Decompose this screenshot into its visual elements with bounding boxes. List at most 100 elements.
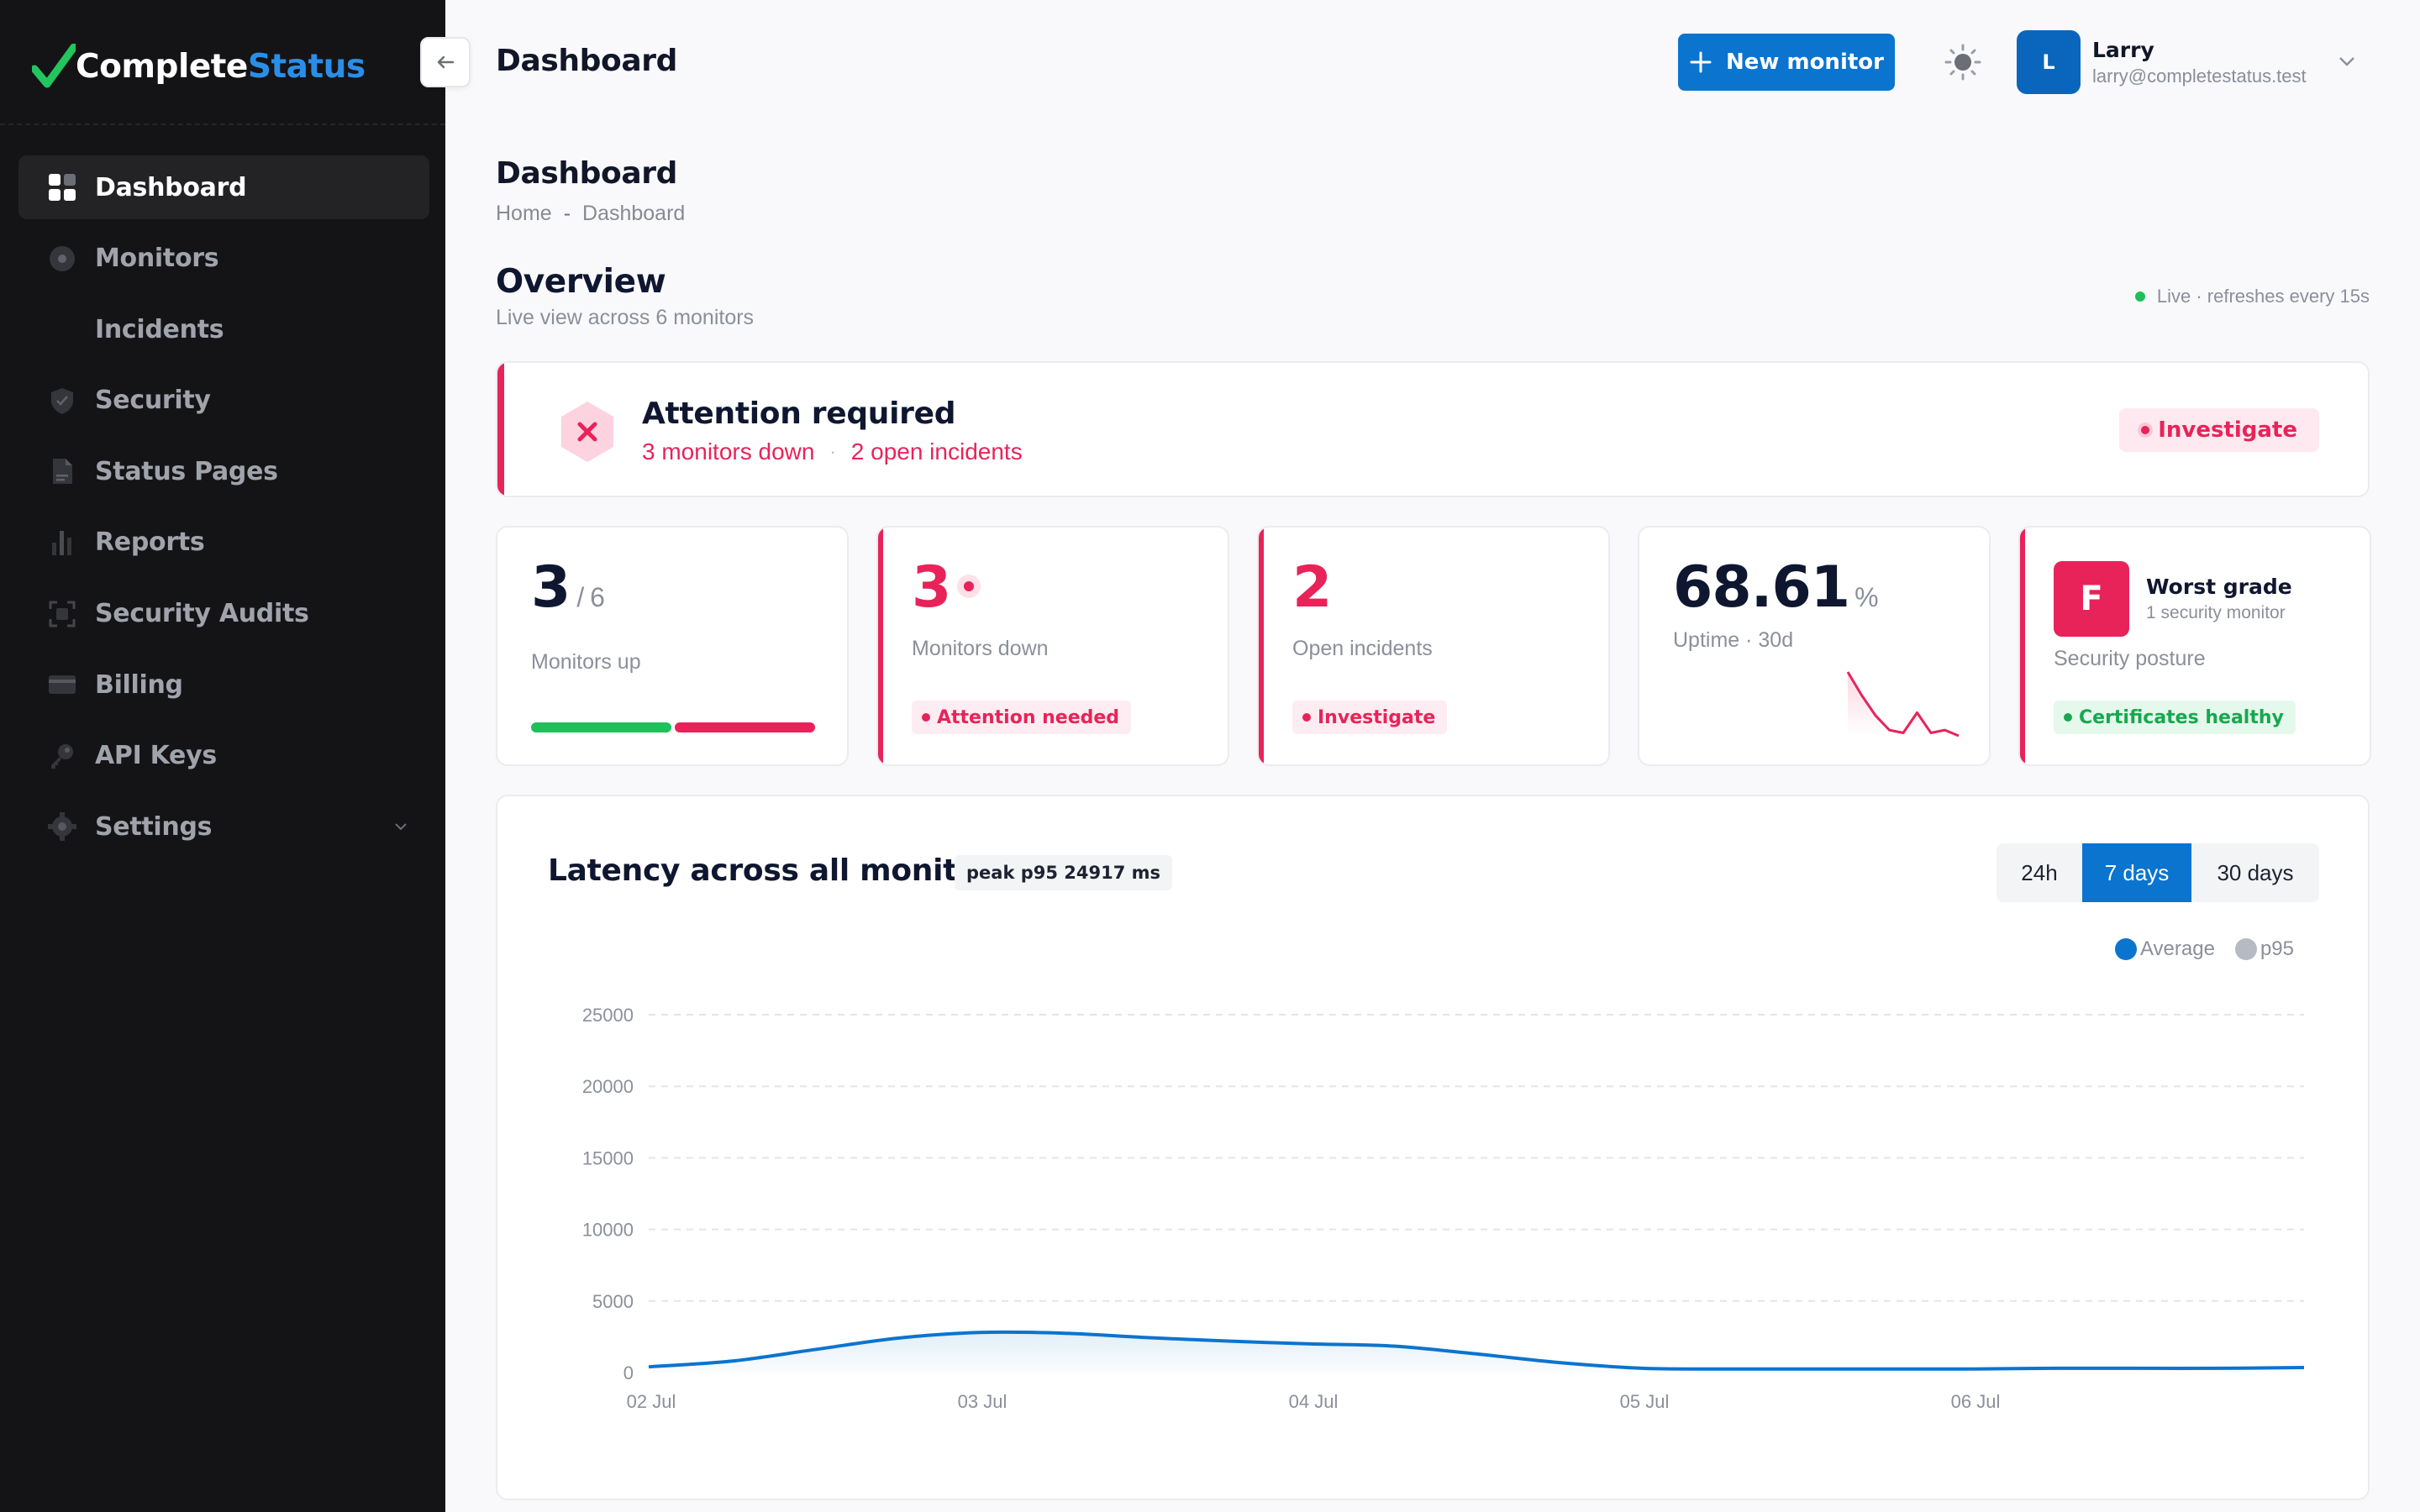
monitors-down-card[interactable]: 3 Monitors down Attention needed <box>876 526 1229 766</box>
y-tick-label: 25000 <box>582 1005 634 1026</box>
user-info: Larry larry@completestatus.test <box>2092 38 2307 87</box>
y-tick-label: 10000 <box>582 1220 634 1241</box>
live-indicator: Live · refreshes every 15s <box>2134 286 2370 307</box>
sidebar-item-status-pages[interactable]: Status Pages <box>18 439 429 503</box>
grade-badge: F <box>2054 561 2129 637</box>
attention-summary: 3 monitors down · 2 open incidents <box>642 438 1023 465</box>
checkmark-logo-icon <box>32 44 76 88</box>
chevron-down-icon[interactable] <box>392 818 409 839</box>
legend-label-p95: p95 <box>2260 937 2294 960</box>
monitors-up-card[interactable]: 3/ 6 Monitors up <box>496 526 849 766</box>
sidebar-item-settings[interactable]: Settings <box>18 795 429 858</box>
alert-dot-icon <box>2138 423 2154 438</box>
grid-icon <box>47 172 77 202</box>
y-tick-label: 20000 <box>582 1076 634 1097</box>
sidebar-item-label: Monitors <box>95 244 219 274</box>
security-posture-card[interactable]: F Worst grade 1 security monitor Securit… <box>2018 526 2371 766</box>
credit-card-icon <box>47 669 77 700</box>
eye-icon <box>47 244 77 274</box>
investigate-badge: Investigate <box>1292 701 1448 734</box>
new-monitor-label: New monitor <box>1726 50 1884 75</box>
x-tick-label: 05 Jul <box>1620 1391 1670 1412</box>
x-tick-label: 06 Jul <box>1951 1391 2001 1412</box>
sidebar-item-security-audits[interactable]: Security Audits <box>18 582 429 646</box>
chart-legend: Average p95 <box>2095 937 2294 961</box>
brand-logo[interactable]: CompleteStatus <box>32 39 366 94</box>
legend-label-average: Average <box>2139 937 2215 960</box>
collapse-sidebar-button[interactable] <box>420 37 471 87</box>
breadcrumb-home[interactable]: Home <box>496 202 552 225</box>
breadcrumb-separator: - <box>563 202 571 225</box>
attention-banner: Attention required 3 monitors down · 2 o… <box>496 361 2370 497</box>
open-incidents-link[interactable]: 2 open incidents <box>850 438 1023 465</box>
gear-icon <box>47 811 77 842</box>
sidebar-item-dashboard[interactable]: Dashboard <box>18 155 429 219</box>
sidebar-item-incidents[interactable]: Incidents <box>18 297 429 361</box>
brand-name: CompleteStatus <box>76 47 366 86</box>
open-incidents-card[interactable]: 2 Open incidents Investigate <box>1257 526 1610 766</box>
sparkline-area <box>1848 672 1959 736</box>
legend-average[interactable]: Average <box>2114 937 2215 961</box>
arrow-left-icon <box>437 55 455 69</box>
monitors-down-label: Monitors down <box>912 637 1049 660</box>
sidebar-item-label: Settings <box>95 811 213 842</box>
attention-needed-badge: Attention needed <box>912 701 1132 734</box>
range-7days-button[interactable]: 7 days <box>2082 843 2191 902</box>
key-icon <box>47 741 77 771</box>
sidebar-item-label: Status Pages <box>95 456 278 486</box>
x-tick-label: 02 Jul <box>627 1391 676 1412</box>
shield-x-icon <box>558 400 617 468</box>
sidebar-item-label: Dashboard <box>95 172 247 202</box>
sidebar-item-label: API Keys <box>95 741 217 771</box>
breadcrumb-current: Dashboard <box>582 202 686 225</box>
security-posture-label: Security posture <box>2054 647 2206 670</box>
x-tick-label: 03 Jul <box>958 1391 1007 1412</box>
sidebar-item-monitors[interactable]: Monitors <box>18 227 429 291</box>
sun-icon <box>1944 44 1981 81</box>
range-24h-button[interactable]: 24h <box>2021 859 2058 885</box>
sidebar-item-label: Incidents <box>95 314 224 344</box>
header-title: Dashboard <box>496 44 677 78</box>
uptime-label: Uptime · 30d <box>1673 628 1794 652</box>
sidebar-item-label: Reports <box>95 528 205 558</box>
down-progress-bar <box>675 722 815 732</box>
bar-chart-icon <box>47 528 77 558</box>
series-area-average <box>649 1331 2304 1373</box>
monitors-down-link[interactable]: 3 monitors down <box>642 438 815 465</box>
open-incidents-value: 2 <box>1292 554 1332 621</box>
sidebar-item-api-keys[interactable]: API Keys <box>18 724 429 788</box>
user-name: Larry <box>2092 37 2154 62</box>
sparkline-line <box>1846 671 1960 738</box>
sidebar-item-reports[interactable]: Reports <box>18 511 429 575</box>
sidebar-nav: Dashboard Monitors Incidents Security St… <box>18 155 429 866</box>
latency-panel: Latency across all monitors peak p95 249… <box>496 795 2370 1500</box>
range-selector: 24h 7 days 30 days <box>1996 843 2319 902</box>
user-email: larry@completestatus.test <box>2092 65 2307 87</box>
investigate-button[interactable]: Investigate <box>2119 408 2319 452</box>
sidebar-divider <box>0 123 445 125</box>
sidebar-item-security[interactable]: Security <box>18 369 429 433</box>
open-incidents-label: Open incidents <box>1292 637 1433 660</box>
overview-title: Overview <box>496 263 666 301</box>
uptime-card[interactable]: 68.61% Uptime · 30d <box>1638 526 1991 766</box>
legend-p95[interactable]: p95 <box>2234 937 2294 961</box>
user-menu[interactable]: L Larry larry@completestatus.test <box>2017 30 2307 94</box>
monitors-down-value: 3 <box>912 554 951 621</box>
document-icon <box>47 456 77 486</box>
attention-title: Attention required <box>642 396 956 431</box>
page-title: Dashboard <box>496 156 677 191</box>
alert-icon <box>47 314 77 344</box>
live-text: Live · refreshes every 15s <box>2156 286 2370 307</box>
breadcrumb: Home - Dashboard <box>496 202 685 226</box>
y-tick-label: 0 <box>623 1362 634 1383</box>
chevron-down-icon[interactable] <box>2336 50 2358 76</box>
avatar: L <box>2017 30 2081 94</box>
worst-grade-title: Worst grade <box>2146 575 2292 599</box>
y-tick-label: 5000 <box>592 1291 634 1312</box>
new-monitor-button[interactable]: New monitor <box>1678 34 1895 91</box>
range-30days-button[interactable]: 30 days <box>2217 859 2294 885</box>
uptime-sparkline <box>1846 671 1960 738</box>
sidebar-item-billing[interactable]: Billing <box>18 653 429 717</box>
plus-icon <box>1689 50 1712 74</box>
theme-toggle-button[interactable] <box>1943 42 1983 82</box>
